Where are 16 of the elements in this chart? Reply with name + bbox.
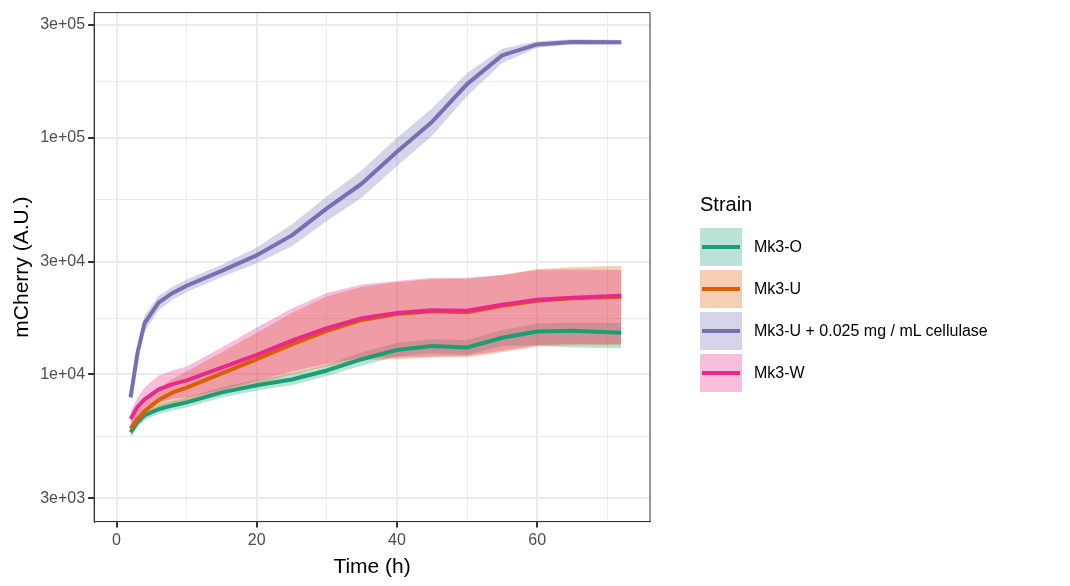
y-tick-label: 1e+05 <box>40 128 86 146</box>
y-tick-label: 3e+05 <box>40 15 86 33</box>
y-tick-label: 1e+04 <box>40 364 86 382</box>
x-tick-label: 40 <box>388 530 406 548</box>
x-tick-label: 60 <box>528 530 547 548</box>
y-tick-label: 3e+03 <box>40 488 86 506</box>
y-tick-label: 3e+04 <box>40 251 86 269</box>
legend-label: Mk3-O <box>754 237 802 256</box>
legend-label: Mk3-U + 0.025 mg / mL cellulase <box>754 321 988 340</box>
x-axis-title: Time (h) <box>333 554 411 578</box>
x-tick-label: 0 <box>112 530 122 548</box>
legend-title: Strain <box>700 192 754 216</box>
x-tick-label: 20 <box>247 530 266 548</box>
legend-label: Mk3-W <box>754 363 805 382</box>
y-axis-title: mCherry (A.U.) <box>9 196 33 338</box>
legend-label: Mk3-U <box>754 279 802 298</box>
